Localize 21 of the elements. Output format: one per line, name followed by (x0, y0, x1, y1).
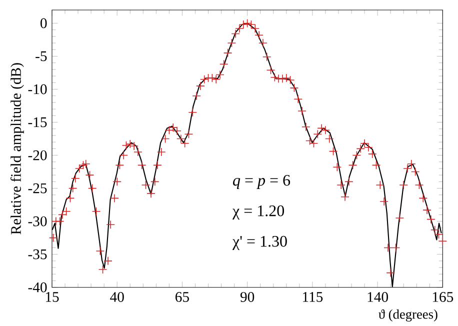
x-tick-label: 65 (176, 292, 189, 302)
annotation: χ = 1.20 (232, 205, 284, 220)
y-axis-title: Relative field amplitude (dB) (10, 63, 24, 234)
y-tick-label: -15 (28, 117, 47, 128)
x-tick-label: 90 (240, 292, 254, 302)
y-tick-label: -35 (28, 249, 47, 260)
x-tick-label: 40 (110, 292, 124, 302)
x-axis-title: ϑ (degrees) (378, 309, 438, 322)
x-tick-label: 140 (368, 292, 388, 302)
annotation: q = p = 6 (233, 174, 290, 189)
annotation: χ' = 1.30 (232, 236, 287, 250)
y-tick-label: -25 (28, 183, 47, 194)
y-tick-label: -20 (28, 150, 47, 160)
y-tick-label: -10 (28, 84, 47, 94)
y-tick-label: -30 (28, 216, 47, 226)
x-tick-label: 15 (46, 292, 59, 302)
y-tick-label: 0 (40, 18, 47, 28)
x-tick-label: 115 (303, 292, 323, 302)
y-tick-label: -5 (36, 51, 47, 62)
x-tick-label: 165 (432, 292, 454, 302)
y-tick-label: -40 (28, 282, 47, 292)
